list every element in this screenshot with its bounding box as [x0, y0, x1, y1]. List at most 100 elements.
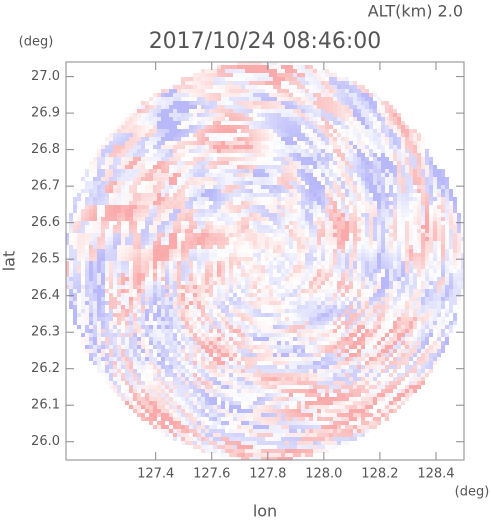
echo-cell	[321, 261, 325, 265]
echo-cell	[349, 221, 353, 225]
echo-cell	[377, 233, 381, 237]
echo-cell	[277, 177, 281, 181]
echo-cell	[277, 73, 281, 77]
echo-cell	[313, 289, 317, 293]
echo-cell	[357, 97, 361, 101]
echo-cell	[333, 201, 337, 205]
echo-cell	[249, 205, 253, 209]
echo-cell	[161, 185, 165, 189]
echo-cell	[421, 197, 425, 201]
echo-cell	[225, 105, 229, 109]
echo-cell	[105, 277, 109, 281]
echo-cell	[93, 165, 97, 169]
echo-cell	[333, 205, 337, 209]
echo-cell	[289, 109, 293, 113]
echo-cell	[165, 253, 169, 257]
echo-cell	[361, 269, 365, 273]
echo-cell	[445, 185, 449, 189]
echo-cell	[249, 297, 253, 301]
echo-cell	[225, 285, 229, 289]
echo-cell	[137, 177, 141, 181]
echo-cell	[353, 289, 357, 293]
echo-cell	[401, 177, 405, 181]
echo-cell	[377, 245, 381, 249]
echo-cell	[433, 265, 437, 269]
echo-cell	[253, 149, 257, 153]
echo-cell	[169, 141, 173, 145]
echo-cell	[273, 301, 277, 305]
echo-cell	[157, 293, 161, 297]
echo-cell	[273, 133, 277, 137]
echo-cell	[293, 269, 297, 273]
echo-cell	[157, 257, 161, 261]
echo-cell	[309, 165, 313, 169]
echo-cell	[289, 169, 293, 173]
echo-cell	[169, 169, 173, 173]
echo-cell	[161, 197, 165, 201]
echo-cell	[425, 153, 429, 157]
echo-cell	[341, 285, 345, 289]
echo-cell	[233, 157, 237, 161]
echo-cell	[221, 137, 225, 141]
echo-cell	[101, 217, 105, 221]
echo-cell	[421, 257, 425, 261]
echo-cell	[449, 273, 453, 277]
echo-cell	[449, 217, 453, 221]
echo-cell	[157, 253, 161, 257]
echo-cell	[285, 137, 289, 141]
echo-cell	[345, 121, 349, 125]
echo-cell	[257, 257, 261, 261]
echo-cell	[133, 273, 137, 277]
echo-cell	[185, 293, 189, 297]
echo-cell	[297, 133, 301, 137]
echo-cell	[377, 265, 381, 269]
echo-cell	[417, 297, 421, 301]
echo-cell	[109, 245, 113, 249]
echo-cell	[269, 149, 273, 153]
echo-cell	[109, 281, 113, 285]
echo-cell	[385, 185, 389, 189]
echo-cell	[277, 281, 281, 285]
echo-cell	[389, 289, 393, 293]
echo-cell	[105, 153, 109, 157]
echo-cell	[309, 65, 313, 69]
echo-cell	[385, 221, 389, 225]
echo-cell	[309, 161, 313, 165]
echo-cell	[181, 229, 185, 233]
echo-cell	[429, 185, 433, 189]
echo-cell	[365, 109, 369, 113]
echo-cell	[161, 257, 165, 261]
echo-cell	[181, 181, 185, 185]
echo-cell	[421, 285, 425, 289]
echo-cell	[293, 77, 297, 81]
echo-cell	[405, 273, 409, 277]
echo-cell	[405, 281, 409, 285]
echo-cell	[189, 117, 193, 121]
echo-cell	[421, 165, 425, 169]
echo-cell	[361, 177, 365, 181]
echo-cell	[333, 113, 337, 117]
echo-cell	[365, 145, 369, 149]
echo-cell	[261, 165, 265, 169]
echo-cell	[269, 285, 273, 289]
echo-cell	[381, 209, 385, 213]
echo-cell	[449, 249, 453, 253]
echo-cell	[217, 265, 221, 269]
echo-cell	[173, 237, 177, 241]
echo-cell	[229, 281, 233, 285]
echo-cell	[173, 121, 177, 125]
echo-cell	[277, 285, 281, 289]
echo-cell	[245, 81, 249, 85]
echo-cell	[201, 85, 205, 89]
echo-cell	[153, 293, 157, 297]
echo-cell	[369, 201, 373, 205]
echo-cell	[293, 153, 297, 157]
echo-cell	[185, 257, 189, 261]
echo-cell	[161, 293, 165, 297]
echo-cell	[217, 297, 221, 301]
echo-cell	[157, 197, 161, 201]
echo-cell	[381, 133, 385, 137]
echo-cell	[309, 293, 313, 297]
echo-cell	[229, 213, 233, 217]
echo-cell	[181, 233, 185, 237]
